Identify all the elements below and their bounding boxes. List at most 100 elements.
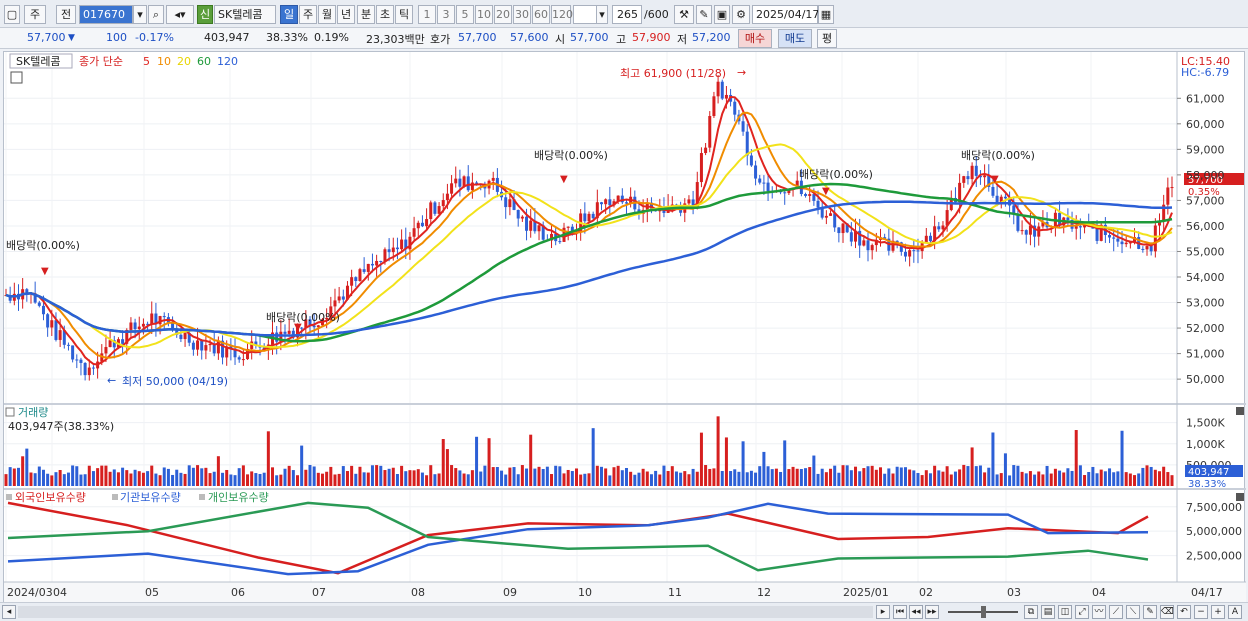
candle-body	[429, 202, 433, 220]
holdings-panel-icon[interactable]	[6, 494, 12, 500]
trend-icon-2[interactable]: ⟍	[1126, 605, 1140, 619]
volume-bar	[587, 473, 591, 486]
sell-button[interactable]: 매도	[778, 29, 812, 48]
market-select[interactable]: 주	[24, 5, 46, 24]
volume-bar	[58, 470, 62, 486]
calendar-icon[interactable]: ▦	[818, 5, 834, 24]
candle-body	[833, 213, 837, 228]
volume-ratio: 38.33%	[266, 31, 308, 44]
search-icon[interactable]: ⌕	[148, 5, 164, 24]
candle-body	[745, 131, 749, 156]
min-3[interactable]: 3	[437, 5, 455, 24]
x-tick-label: 05	[145, 586, 159, 599]
volume-bar	[1028, 471, 1032, 486]
save-icon[interactable]: ▣	[714, 5, 730, 24]
zoom-in-icon[interactable]: +	[1211, 605, 1225, 619]
min-60[interactable]: 60	[532, 5, 550, 24]
volume-bar	[512, 467, 516, 486]
eraser-icon[interactable]: ⌫	[1160, 605, 1174, 619]
period-day[interactable]: 일	[280, 5, 298, 24]
min-20[interactable]: 20	[494, 5, 512, 24]
font-icon[interactable]: A	[1228, 605, 1242, 619]
buy-button[interactable]: 매수	[738, 29, 772, 48]
scroll-right-icon[interactable]: ▸	[876, 605, 890, 619]
holdings-panel-icon	[199, 494, 205, 500]
volume-bar	[229, 474, 233, 486]
tool-icon[interactable]: ⚒	[674, 5, 694, 24]
candle-body	[350, 277, 354, 286]
period-month[interactable]: 월	[318, 5, 336, 24]
average-button[interactable]: 평	[817, 29, 837, 48]
period-dropdown-icon[interactable]: ▾	[596, 5, 608, 24]
candle-body	[704, 147, 708, 154]
volume-bar	[50, 475, 54, 486]
x-tick-label: 04	[53, 586, 67, 599]
candle-body	[1170, 187, 1174, 189]
period-year[interactable]: 년	[337, 5, 355, 24]
gear-icon[interactable]: ⚙	[732, 5, 750, 24]
volume-bar	[554, 465, 558, 486]
candle-body	[408, 236, 412, 250]
candle-body	[533, 220, 537, 232]
candle-body	[841, 223, 845, 234]
min-10[interactable]: 10	[475, 5, 493, 24]
cursor-icon[interactable]: ⤢	[1075, 605, 1089, 619]
scroll-track[interactable]	[18, 606, 873, 618]
candle-body	[987, 175, 991, 187]
candle-body	[591, 213, 595, 219]
code-input[interactable]: 017670	[79, 5, 133, 24]
sound-icon[interactable]: ◂▾	[166, 5, 194, 24]
prev-page-icon[interactable]: ◂◂	[909, 605, 923, 619]
min-1[interactable]: 1	[418, 5, 436, 24]
volume-bar	[953, 471, 957, 486]
rewind-icon[interactable]: ⏮	[893, 605, 907, 619]
min-5[interactable]: 5	[456, 5, 474, 24]
next-page-icon[interactable]: ▸▸	[925, 605, 939, 619]
volume-bar	[924, 470, 928, 486]
chart-area[interactable]: SK텔레콤 종가 단순 5 10 20 60 120 LC:15.40 HC:-…	[3, 51, 1246, 603]
copy-icon[interactable]: ⧉	[1024, 605, 1038, 619]
volume-bar	[254, 473, 258, 486]
volume-bar	[75, 466, 79, 486]
grid-toggle-icon[interactable]	[10, 71, 23, 84]
y-ticks: 61,000 60,000 59,000 58,000 57,000 56,000 55,0…	[1177, 92, 1242, 563]
zoom-slider-handle[interactable]	[981, 606, 986, 618]
min-30[interactable]: 30	[513, 5, 531, 24]
candle-body	[1070, 220, 1074, 229]
trend-icon[interactable]: ⟋	[1109, 605, 1123, 619]
volume-bar	[83, 474, 87, 486]
date-input[interactable]: 2025/04/17	[752, 5, 819, 24]
wave-icon[interactable]: 〰	[1092, 605, 1106, 619]
period-minute[interactable]: 분	[357, 5, 375, 24]
legend-box[interactable]	[9, 53, 73, 69]
window-icon[interactable]: ▢	[4, 5, 20, 24]
panel-close-icon[interactable]	[1236, 407, 1244, 415]
min-120[interactable]: 120	[551, 5, 573, 24]
panel-close-icon[interactable]	[1236, 493, 1244, 501]
candle-body	[550, 233, 554, 241]
prev-button[interactable]: 전	[56, 5, 76, 24]
split-icon[interactable]: ◫	[1058, 605, 1072, 619]
y-tick-label: 1,000K	[1186, 438, 1225, 451]
draw-icon[interactable]: ✎	[696, 5, 712, 24]
period-tick[interactable]: 틱	[395, 5, 413, 24]
horizontal-scrollbar[interactable]: ◂ ▸ ⏮ ◂◂ ▸▸ ⧉ ▤ ◫ ⤢ 〰 ⟋ ⟍ ✎ ⌫ ↶ − + A	[0, 602, 1248, 621]
undo-icon[interactable]: ↶	[1177, 605, 1191, 619]
scroll-left-icon[interactable]: ◂	[2, 605, 16, 619]
volume-panel-icon[interactable]	[5, 407, 15, 417]
period-week[interactable]: 주	[299, 5, 317, 24]
period-second[interactable]: 초	[376, 5, 394, 24]
zoom-out-icon[interactable]: −	[1194, 605, 1208, 619]
count-input[interactable]: 265	[612, 5, 642, 24]
volume-bar	[895, 466, 899, 486]
code-dropdown-icon[interactable]: ▾	[133, 5, 147, 24]
layout-icon[interactable]: ▤	[1041, 605, 1055, 619]
volume-bar	[820, 468, 824, 486]
panel-separator[interactable]	[4, 488, 1246, 490]
chart-svg[interactable]: SK텔레콤 종가 단순 5 10 20 60 120 LC:15.40 HC:-…	[4, 52, 1246, 603]
candle-body	[1074, 226, 1078, 229]
pen-icon[interactable]: ✎	[1143, 605, 1157, 619]
candle-body	[71, 345, 75, 360]
panel-separator[interactable]	[4, 403, 1246, 405]
candle-body	[1141, 248, 1145, 250]
